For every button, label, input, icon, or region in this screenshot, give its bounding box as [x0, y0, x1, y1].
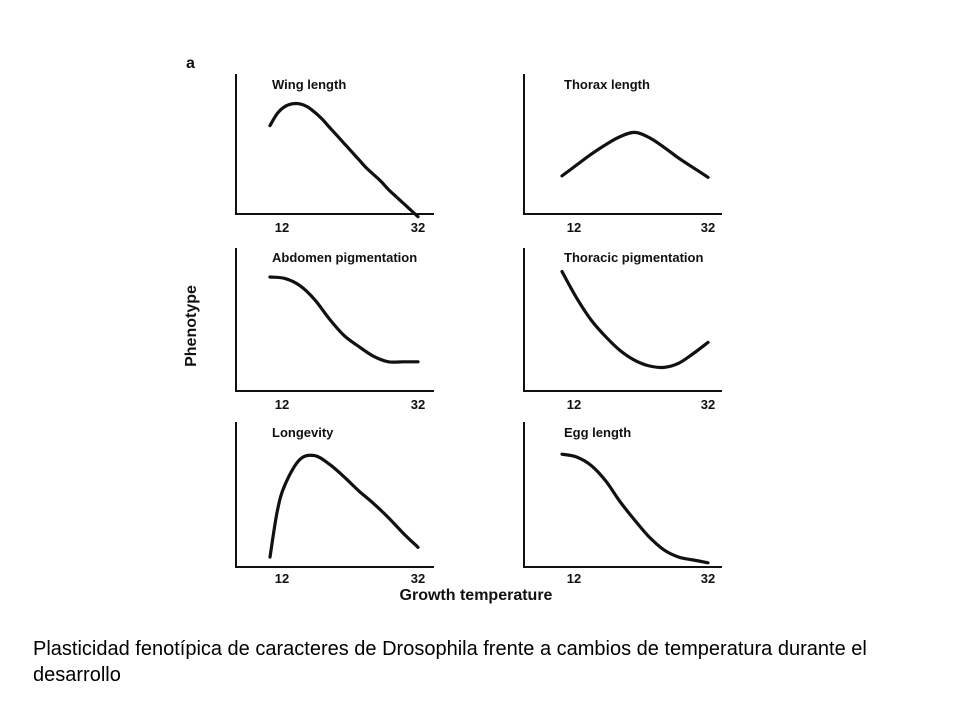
panel-thorax-length: Thorax length 12 32 [523, 74, 722, 235]
x-tick-label: 12 [567, 220, 581, 235]
series-line [268, 101, 420, 219]
x-tick-label: 32 [701, 220, 715, 235]
panel-axes [523, 248, 722, 392]
x-tick-label: 32 [411, 397, 425, 412]
figure-caption: Plasticidad fenotípica de caracteres de … [33, 638, 867, 686]
panel-title: Thoracic pigmentation [564, 250, 703, 265]
panel-title: Abdomen pigmentation [272, 250, 417, 265]
panel-axes [235, 248, 434, 392]
x-axis-label: Growth temperature [400, 587, 553, 604]
x-tick-label: 12 [275, 220, 289, 235]
x-tick-label: 12 [275, 571, 289, 586]
panel-axes [235, 74, 434, 215]
series-line [268, 453, 420, 559]
x-tick-label: 12 [275, 397, 289, 412]
x-tick-label: 12 [567, 571, 581, 586]
series-line [560, 269, 710, 370]
panel-egg-length: Egg length 12 32 [523, 422, 722, 586]
panel-abdomen-pigmentation: Abdomen pigmentation 12 32 [235, 248, 434, 412]
y-axis-label: Phenotype [183, 285, 200, 367]
x-tick-label: 12 [567, 397, 581, 412]
panel-axes [235, 422, 434, 568]
panel-wing-length: Wing length 12 32 [235, 74, 434, 235]
panel-title: Longevity [272, 425, 334, 440]
series-line [560, 452, 710, 565]
panel-axes [523, 74, 722, 215]
panel-thoracic-pigmentation: Thoracic pigmentation 12 32 [523, 248, 722, 412]
panel-title: Wing length [272, 77, 346, 92]
panel-title: Thorax length [564, 77, 650, 92]
x-tick-label: 32 [411, 220, 425, 235]
series-line [268, 275, 420, 364]
x-tick-label: 32 [701, 397, 715, 412]
panel-axes [523, 422, 722, 568]
x-tick-label: 32 [411, 571, 425, 586]
panel-title: Egg length [564, 425, 631, 440]
series-line [560, 130, 710, 179]
x-tick-label: 32 [701, 571, 715, 586]
panel-letter: a [186, 55, 195, 72]
panel-longevity: Longevity 12 32 [235, 422, 434, 586]
